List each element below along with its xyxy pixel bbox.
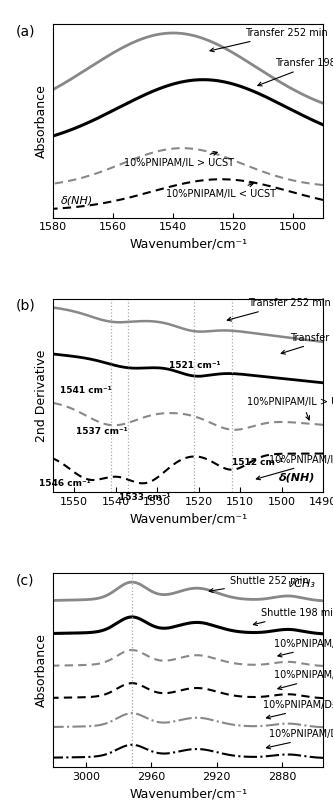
Text: Shuttle 252 min: Shuttle 252 min (209, 576, 308, 592)
X-axis label: Wavenumber/cm⁻¹: Wavenumber/cm⁻¹ (129, 512, 247, 525)
Text: δ(NH): δ(NH) (278, 472, 315, 483)
X-axis label: Wavenumber/cm⁻¹: Wavenumber/cm⁻¹ (129, 787, 247, 800)
X-axis label: Wavenumber/cm⁻¹: Wavenumber/cm⁻¹ (129, 238, 247, 251)
Text: 10%PNIPAM/IL > UCST: 10%PNIPAM/IL > UCST (124, 152, 234, 168)
Text: 1541 cm⁻¹: 1541 cm⁻¹ (60, 386, 111, 395)
Text: 1521 cm⁻¹: 1521 cm⁻¹ (168, 362, 220, 370)
Text: 10%PNIPAM/IL > UCST: 10%PNIPAM/IL > UCST (274, 639, 333, 657)
Text: Shuttle 198 min: Shuttle 198 min (253, 608, 333, 625)
Text: 10%PNIPAM/D₂O < LCST: 10%PNIPAM/D₂O < LCST (262, 700, 333, 719)
Text: 10%PNIPAM/D₂O < LCST: 10%PNIPAM/D₂O < LCST (266, 730, 333, 749)
Text: (c): (c) (16, 573, 34, 587)
Y-axis label: Absorbance: Absorbance (35, 633, 48, 707)
Text: 1512 cm⁻¹: 1512 cm⁻¹ (232, 458, 283, 467)
Text: Transfer 252 min: Transfer 252 min (210, 28, 328, 52)
Text: 10%PNIPAM/IL < UCST: 10%PNIPAM/IL < UCST (256, 455, 333, 479)
Text: (b): (b) (16, 299, 35, 313)
Text: δ(NH): δ(NH) (61, 196, 94, 206)
Text: 10%PNIPAM/IL < UCST: 10%PNIPAM/IL < UCST (166, 183, 276, 199)
Text: Transfer 198 min: Transfer 198 min (281, 332, 333, 354)
Text: Transfer 198 min: Transfer 198 min (258, 58, 333, 86)
Text: νCH₃: νCH₃ (288, 579, 315, 589)
Text: 10%PNIPAM/IL > UCST: 10%PNIPAM/IL > UCST (247, 397, 333, 420)
Text: 10%PNIPAM/IL < UCST: 10%PNIPAM/IL < UCST (274, 671, 333, 690)
Text: (a): (a) (16, 24, 35, 38)
Text: 1546 cm⁻¹: 1546 cm⁻¹ (39, 479, 91, 487)
Y-axis label: Absorbance: Absorbance (35, 84, 48, 158)
Text: 1533 cm⁻¹: 1533 cm⁻¹ (119, 492, 170, 502)
Y-axis label: 2nd Derivative: 2nd Derivative (35, 349, 48, 441)
Text: Transfer 252 min: Transfer 252 min (227, 299, 331, 321)
Text: 1537 cm⁻¹: 1537 cm⁻¹ (76, 427, 128, 436)
